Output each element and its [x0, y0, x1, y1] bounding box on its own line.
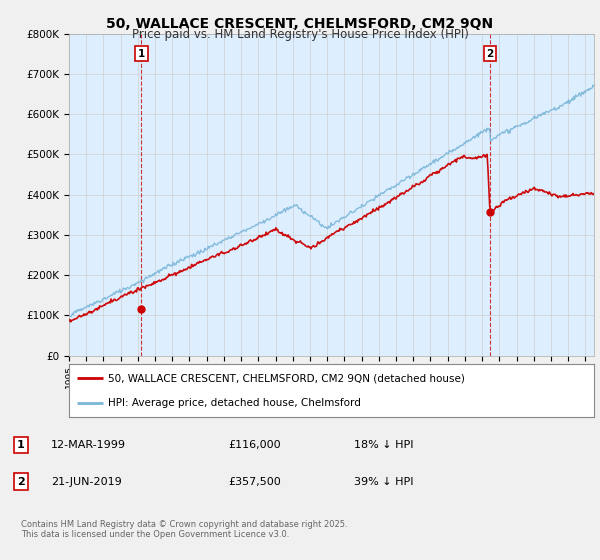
Text: 21-JUN-2019: 21-JUN-2019 [51, 477, 122, 487]
Text: Contains HM Land Registry data © Crown copyright and database right 2025.
This d: Contains HM Land Registry data © Crown c… [21, 520, 347, 539]
Text: £116,000: £116,000 [228, 440, 281, 450]
Text: 39% ↓ HPI: 39% ↓ HPI [354, 477, 413, 487]
Text: 1: 1 [137, 49, 145, 59]
Text: 1: 1 [17, 440, 25, 450]
Text: HPI: Average price, detached house, Chelmsford: HPI: Average price, detached house, Chel… [109, 398, 361, 408]
Text: 12-MAR-1999: 12-MAR-1999 [51, 440, 126, 450]
Text: 18% ↓ HPI: 18% ↓ HPI [354, 440, 413, 450]
Text: 2: 2 [487, 49, 494, 59]
Text: £357,500: £357,500 [228, 477, 281, 487]
Text: 50, WALLACE CRESCENT, CHELMSFORD, CM2 9QN (detached house): 50, WALLACE CRESCENT, CHELMSFORD, CM2 9Q… [109, 374, 465, 384]
Text: 2: 2 [17, 477, 25, 487]
Text: Price paid vs. HM Land Registry's House Price Index (HPI): Price paid vs. HM Land Registry's House … [131, 28, 469, 41]
Text: 50, WALLACE CRESCENT, CHELMSFORD, CM2 9QN: 50, WALLACE CRESCENT, CHELMSFORD, CM2 9Q… [106, 17, 494, 31]
